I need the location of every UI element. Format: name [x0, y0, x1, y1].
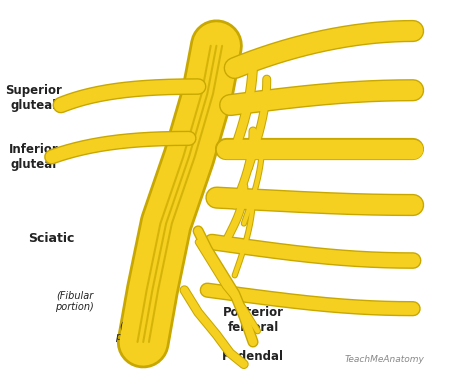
Text: (Fibular
portion): (Fibular portion) — [55, 291, 94, 312]
Text: S4: S4 — [390, 301, 412, 316]
Text: TeachMeAnatomy: TeachMeAnatomy — [345, 355, 424, 364]
Text: S3: S3 — [390, 253, 412, 268]
Text: Inferior
gluteal: Inferior gluteal — [9, 143, 58, 171]
Text: Pudendal: Pudendal — [222, 350, 284, 363]
Text: S2: S2 — [390, 198, 412, 213]
Text: L4: L4 — [390, 23, 410, 38]
Text: Sciatic: Sciatic — [28, 232, 75, 245]
Text: L5: L5 — [390, 83, 410, 98]
Text: S1: S1 — [390, 142, 412, 157]
Text: Superior
gluteal: Superior gluteal — [5, 84, 62, 112]
Text: Posterior
femoral: Posterior femoral — [222, 306, 283, 334]
Text: (Tibial
portion): (Tibial portion) — [115, 320, 154, 342]
